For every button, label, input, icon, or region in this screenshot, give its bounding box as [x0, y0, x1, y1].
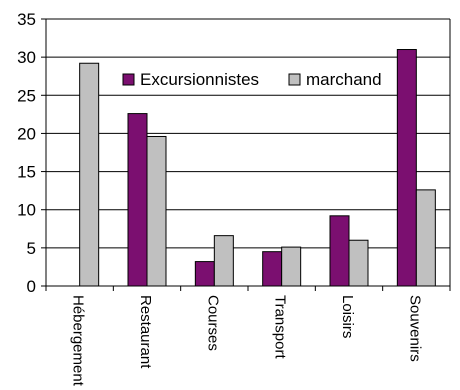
bar-marchand — [146, 135, 167, 287]
y-tick-label: 15 — [17, 163, 36, 182]
bar-excursionnistes — [194, 261, 215, 287]
x-axis-ticks: Hébergement Restaurant Courses Transport Loi… — [45, 286, 451, 387]
legend: Excursionnistes marchand — [122, 70, 382, 89]
y-tick-label: 25 — [17, 86, 36, 105]
y-tick-label: 5 — [27, 239, 36, 258]
bar-excursionnistes — [127, 113, 148, 287]
bar-excursionnistes — [262, 251, 283, 287]
x-tick-label: Restaurant — [137, 295, 154, 369]
bars — [79, 49, 436, 287]
x-tick-label: Souvenirs — [406, 295, 423, 362]
y-tick-label: 20 — [17, 124, 36, 143]
axes — [45, 19, 451, 287]
bar-marchand — [213, 235, 234, 287]
bar-marchand — [415, 189, 436, 287]
y-tick-label: 0 — [27, 277, 36, 296]
bar-excursionnistes — [396, 49, 417, 287]
legend-label-marchand: marchand — [306, 70, 382, 89]
legend-swatch-excursionnistes — [122, 73, 135, 86]
x-tick-label: Hébergement — [70, 295, 87, 387]
legend-swatch-marchand — [288, 73, 301, 86]
x-tick-label: Courses — [204, 295, 221, 351]
y-tick-label: 10 — [17, 201, 36, 220]
bar-marchand — [79, 62, 100, 287]
bar-marchand — [281, 246, 302, 287]
legend-label-excursionnistes: Excursionnistes — [140, 70, 259, 89]
y-tick-label: 35 — [17, 10, 36, 29]
x-tick-label: Loisirs — [339, 295, 356, 338]
bar-marchand — [348, 239, 369, 287]
y-tick-label: 30 — [17, 48, 36, 67]
y-axis-ticks: 0 5 10 15 20 25 30 35 — [17, 10, 46, 296]
bar-excursionnistes — [329, 215, 350, 287]
x-tick-label: Transport — [272, 295, 289, 359]
gridlines — [46, 18, 450, 249]
